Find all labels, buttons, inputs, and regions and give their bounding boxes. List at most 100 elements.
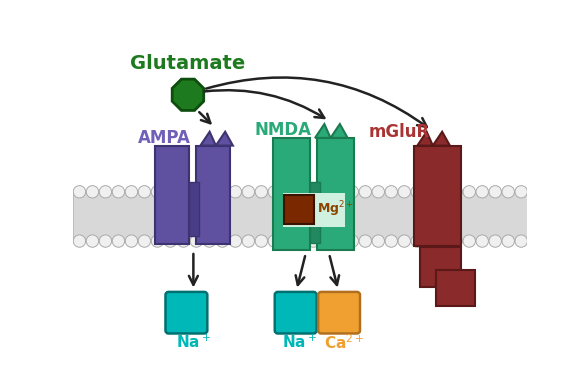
Circle shape <box>411 235 424 247</box>
Circle shape <box>385 235 397 247</box>
Circle shape <box>138 186 151 198</box>
Circle shape <box>320 235 332 247</box>
Text: NMDA: NMDA <box>254 121 311 139</box>
Polygon shape <box>417 132 433 145</box>
Bar <box>196 145 230 244</box>
Circle shape <box>463 186 475 198</box>
Polygon shape <box>216 132 233 145</box>
Circle shape <box>411 186 424 198</box>
Text: Na$^+$: Na$^+$ <box>282 334 317 351</box>
Circle shape <box>385 186 397 198</box>
Circle shape <box>99 235 112 247</box>
Circle shape <box>73 235 86 247</box>
Bar <box>309 182 321 243</box>
Circle shape <box>346 186 359 198</box>
Circle shape <box>151 186 163 198</box>
Circle shape <box>307 235 319 247</box>
Circle shape <box>398 186 410 198</box>
Bar <box>318 138 354 250</box>
Circle shape <box>281 235 294 247</box>
Text: Na$^+$: Na$^+$ <box>176 334 211 351</box>
Circle shape <box>424 235 437 247</box>
Circle shape <box>450 186 462 198</box>
Circle shape <box>242 186 254 198</box>
Circle shape <box>489 235 502 247</box>
Circle shape <box>268 186 281 198</box>
Polygon shape <box>200 132 216 145</box>
Circle shape <box>177 186 190 198</box>
Circle shape <box>359 186 372 198</box>
Circle shape <box>125 186 138 198</box>
Circle shape <box>125 235 138 247</box>
Text: Ca$^{2+}$: Ca$^{2+}$ <box>325 333 364 352</box>
Circle shape <box>190 235 203 247</box>
Circle shape <box>164 186 176 198</box>
Circle shape <box>437 186 449 198</box>
Circle shape <box>255 235 268 247</box>
Circle shape <box>203 235 216 247</box>
Circle shape <box>333 235 346 247</box>
Circle shape <box>216 235 229 247</box>
Polygon shape <box>315 124 331 138</box>
Circle shape <box>424 186 437 198</box>
FancyBboxPatch shape <box>318 292 360 334</box>
Circle shape <box>489 186 502 198</box>
Circle shape <box>372 235 384 247</box>
Circle shape <box>113 235 125 247</box>
Text: AMPA: AMPA <box>138 129 191 147</box>
Circle shape <box>307 186 319 198</box>
Circle shape <box>502 235 515 247</box>
Circle shape <box>190 186 203 198</box>
Text: mGluR: mGluR <box>368 123 430 141</box>
Circle shape <box>450 235 462 247</box>
Circle shape <box>203 186 216 198</box>
Circle shape <box>346 235 359 247</box>
Circle shape <box>268 235 281 247</box>
Circle shape <box>463 235 475 247</box>
Circle shape <box>398 235 410 247</box>
Circle shape <box>177 235 190 247</box>
Text: Glutamate: Glutamate <box>130 54 246 73</box>
Bar <box>155 145 189 244</box>
Polygon shape <box>433 132 450 145</box>
FancyBboxPatch shape <box>275 292 316 334</box>
Bar <box>273 138 309 250</box>
Text: Mg$^{2+}$: Mg$^{2+}$ <box>316 200 354 219</box>
Circle shape <box>164 235 176 247</box>
Bar <box>284 195 314 224</box>
Circle shape <box>294 186 306 198</box>
Bar <box>414 145 461 246</box>
Circle shape <box>229 186 241 198</box>
Circle shape <box>476 235 488 247</box>
Circle shape <box>359 235 372 247</box>
Bar <box>436 270 475 306</box>
Circle shape <box>515 235 527 247</box>
Circle shape <box>515 186 527 198</box>
Circle shape <box>86 186 98 198</box>
Circle shape <box>372 186 384 198</box>
Circle shape <box>73 186 86 198</box>
Polygon shape <box>331 124 347 138</box>
Circle shape <box>333 186 346 198</box>
Bar <box>282 193 345 227</box>
Circle shape <box>437 235 449 247</box>
Circle shape <box>99 186 112 198</box>
Circle shape <box>229 235 241 247</box>
Circle shape <box>255 186 268 198</box>
Circle shape <box>320 186 332 198</box>
Circle shape <box>86 235 98 247</box>
Circle shape <box>216 186 229 198</box>
Circle shape <box>151 235 163 247</box>
Circle shape <box>242 235 254 247</box>
Polygon shape <box>172 79 204 111</box>
Circle shape <box>281 186 294 198</box>
Circle shape <box>138 235 151 247</box>
Circle shape <box>113 186 125 198</box>
Circle shape <box>502 186 515 198</box>
FancyBboxPatch shape <box>165 292 207 334</box>
Bar <box>73 192 527 241</box>
Bar <box>420 247 461 287</box>
Bar <box>189 182 199 236</box>
Circle shape <box>294 235 306 247</box>
Circle shape <box>476 186 488 198</box>
